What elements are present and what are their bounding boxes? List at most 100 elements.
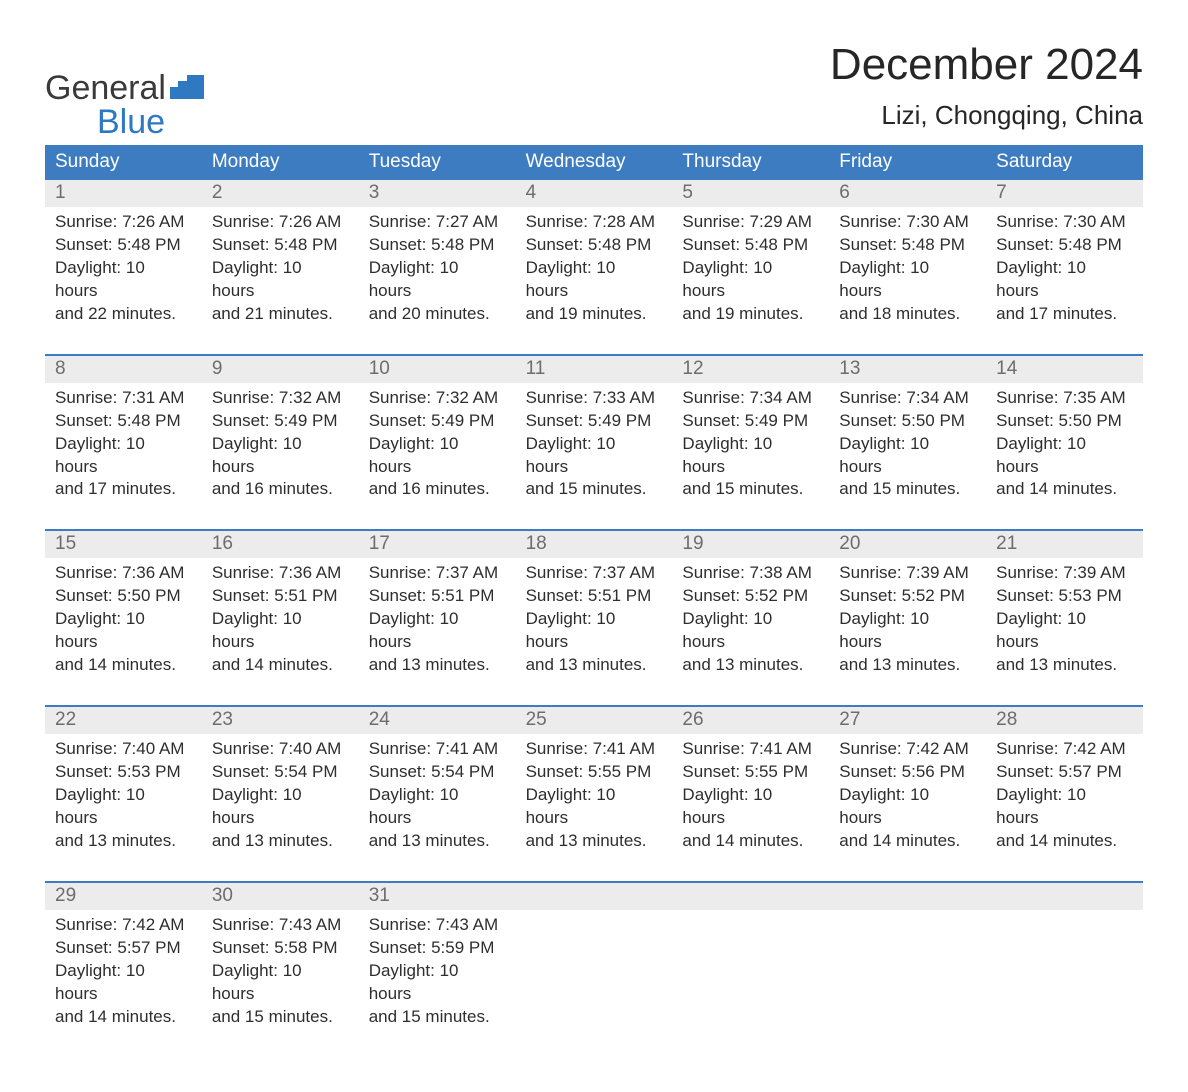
day-cell: Sunrise: 7:43 AMSunset: 5:58 PMDaylight:…: [202, 910, 359, 1033]
dow-monday: Monday: [202, 145, 359, 180]
sunrise-text: Sunrise: 7:42 AM: [55, 914, 192, 937]
day-number: [986, 883, 1143, 910]
sunset-text: Sunset: 5:49 PM: [369, 410, 506, 433]
daylight-text: Daylight: 10 hours: [682, 784, 819, 830]
day-cell: Sunrise: 7:32 AMSunset: 5:49 PMDaylight:…: [359, 383, 516, 506]
day-cell: Sunrise: 7:39 AMSunset: 5:52 PMDaylight:…: [829, 558, 986, 681]
day-number-row: 891011121314: [45, 356, 1143, 383]
daylight-text: and 17 minutes.: [55, 478, 192, 501]
calendar-week: 1234567Sunrise: 7:26 AMSunset: 5:48 PMDa…: [45, 180, 1143, 330]
day-cell: Sunrise: 7:36 AMSunset: 5:50 PMDaylight:…: [45, 558, 202, 681]
dow-thursday: Thursday: [672, 145, 829, 180]
day-cell: [986, 910, 1143, 1033]
day-number: 29: [45, 883, 202, 910]
day-number: 30: [202, 883, 359, 910]
day-number: 2: [202, 180, 359, 207]
sunrise-text: Sunrise: 7:43 AM: [369, 914, 506, 937]
header-row: General Blue December 2024 Lizi, Chongqi…: [45, 40, 1143, 139]
brand-word2: Blue: [45, 105, 204, 139]
day-number: 25: [516, 707, 673, 734]
daylight-text: Daylight: 10 hours: [682, 257, 819, 303]
day-number: 4: [516, 180, 673, 207]
brand-word1: General: [45, 71, 166, 105]
sunset-text: Sunset: 5:49 PM: [682, 410, 819, 433]
day-cell: Sunrise: 7:36 AMSunset: 5:51 PMDaylight:…: [202, 558, 359, 681]
sunrise-text: Sunrise: 7:29 AM: [682, 211, 819, 234]
daylight-text: Daylight: 10 hours: [212, 433, 349, 479]
sunrise-text: Sunrise: 7:41 AM: [682, 738, 819, 761]
sunset-text: Sunset: 5:48 PM: [682, 234, 819, 257]
sunset-text: Sunset: 5:48 PM: [212, 234, 349, 257]
sunrise-text: Sunrise: 7:36 AM: [55, 562, 192, 585]
daylight-text: Daylight: 10 hours: [55, 433, 192, 479]
sunrise-text: Sunrise: 7:30 AM: [839, 211, 976, 234]
daylight-text: Daylight: 10 hours: [369, 960, 506, 1006]
daylight-text: and 14 minutes.: [55, 654, 192, 677]
day-number: 22: [45, 707, 202, 734]
day-number: [516, 883, 673, 910]
day-number: 3: [359, 180, 516, 207]
day-cell: Sunrise: 7:42 AMSunset: 5:56 PMDaylight:…: [829, 734, 986, 857]
day-number: 11: [516, 356, 673, 383]
daylight-text: Daylight: 10 hours: [526, 257, 663, 303]
daylight-text: and 14 minutes.: [212, 654, 349, 677]
day-cell: Sunrise: 7:40 AMSunset: 5:54 PMDaylight:…: [202, 734, 359, 857]
day-number: 18: [516, 531, 673, 558]
daylight-text: Daylight: 10 hours: [212, 608, 349, 654]
daylight-text: Daylight: 10 hours: [839, 433, 976, 479]
day-cell: Sunrise: 7:28 AMSunset: 5:48 PMDaylight:…: [516, 207, 673, 330]
day-cell: Sunrise: 7:33 AMSunset: 5:49 PMDaylight:…: [516, 383, 673, 506]
day-cell: Sunrise: 7:26 AMSunset: 5:48 PMDaylight:…: [202, 207, 359, 330]
sunrise-text: Sunrise: 7:33 AM: [526, 387, 663, 410]
sunset-text: Sunset: 5:55 PM: [682, 761, 819, 784]
day-number: 15: [45, 531, 202, 558]
sunrise-text: Sunrise: 7:37 AM: [369, 562, 506, 585]
daylight-text: Daylight: 10 hours: [996, 257, 1133, 303]
sunrise-text: Sunrise: 7:32 AM: [369, 387, 506, 410]
sunset-text: Sunset: 5:48 PM: [526, 234, 663, 257]
daylight-text: Daylight: 10 hours: [55, 608, 192, 654]
dow-saturday: Saturday: [986, 145, 1143, 180]
day-number: 14: [986, 356, 1143, 383]
day-number-row: 15161718192021: [45, 531, 1143, 558]
sunrise-text: Sunrise: 7:36 AM: [212, 562, 349, 585]
day-number: [829, 883, 986, 910]
sunrise-text: Sunrise: 7:30 AM: [996, 211, 1133, 234]
day-body-row: Sunrise: 7:36 AMSunset: 5:50 PMDaylight:…: [45, 558, 1143, 681]
sunset-text: Sunset: 5:53 PM: [55, 761, 192, 784]
daylight-text: Daylight: 10 hours: [839, 784, 976, 830]
dow-tuesday: Tuesday: [359, 145, 516, 180]
sunrise-text: Sunrise: 7:34 AM: [682, 387, 819, 410]
day-number: 10: [359, 356, 516, 383]
sunrise-text: Sunrise: 7:26 AM: [212, 211, 349, 234]
title-block: December 2024 Lizi, Chongqing, China: [830, 40, 1143, 139]
sunset-text: Sunset: 5:53 PM: [996, 585, 1133, 608]
daylight-text: Daylight: 10 hours: [55, 257, 192, 303]
daylight-text: Daylight: 10 hours: [526, 608, 663, 654]
day-cell: Sunrise: 7:34 AMSunset: 5:49 PMDaylight:…: [672, 383, 829, 506]
daylight-text: and 13 minutes.: [996, 654, 1133, 677]
daylight-text: and 15 minutes.: [526, 478, 663, 501]
day-cell: Sunrise: 7:30 AMSunset: 5:48 PMDaylight:…: [829, 207, 986, 330]
day-number: 7: [986, 180, 1143, 207]
daylight-text: and 14 minutes.: [996, 830, 1133, 853]
day-number: 12: [672, 356, 829, 383]
daylight-text: and 19 minutes.: [526, 303, 663, 326]
sunset-text: Sunset: 5:52 PM: [839, 585, 976, 608]
daylight-text: and 14 minutes.: [682, 830, 819, 853]
daylight-text: and 21 minutes.: [212, 303, 349, 326]
daylight-text: and 14 minutes.: [55, 1006, 192, 1029]
daylight-text: Daylight: 10 hours: [682, 433, 819, 479]
daylight-text: and 15 minutes.: [839, 478, 976, 501]
flag-icon: [170, 71, 204, 105]
sunrise-text: Sunrise: 7:27 AM: [369, 211, 506, 234]
daylight-text: and 16 minutes.: [212, 478, 349, 501]
day-cell: [829, 910, 986, 1033]
daylight-text: Daylight: 10 hours: [212, 960, 349, 1006]
calendar-week: 22232425262728Sunrise: 7:40 AMSunset: 5:…: [45, 705, 1143, 857]
day-number-row: 293031: [45, 883, 1143, 910]
day-number: 24: [359, 707, 516, 734]
day-number: 5: [672, 180, 829, 207]
sunset-text: Sunset: 5:55 PM: [526, 761, 663, 784]
sunset-text: Sunset: 5:48 PM: [55, 410, 192, 433]
